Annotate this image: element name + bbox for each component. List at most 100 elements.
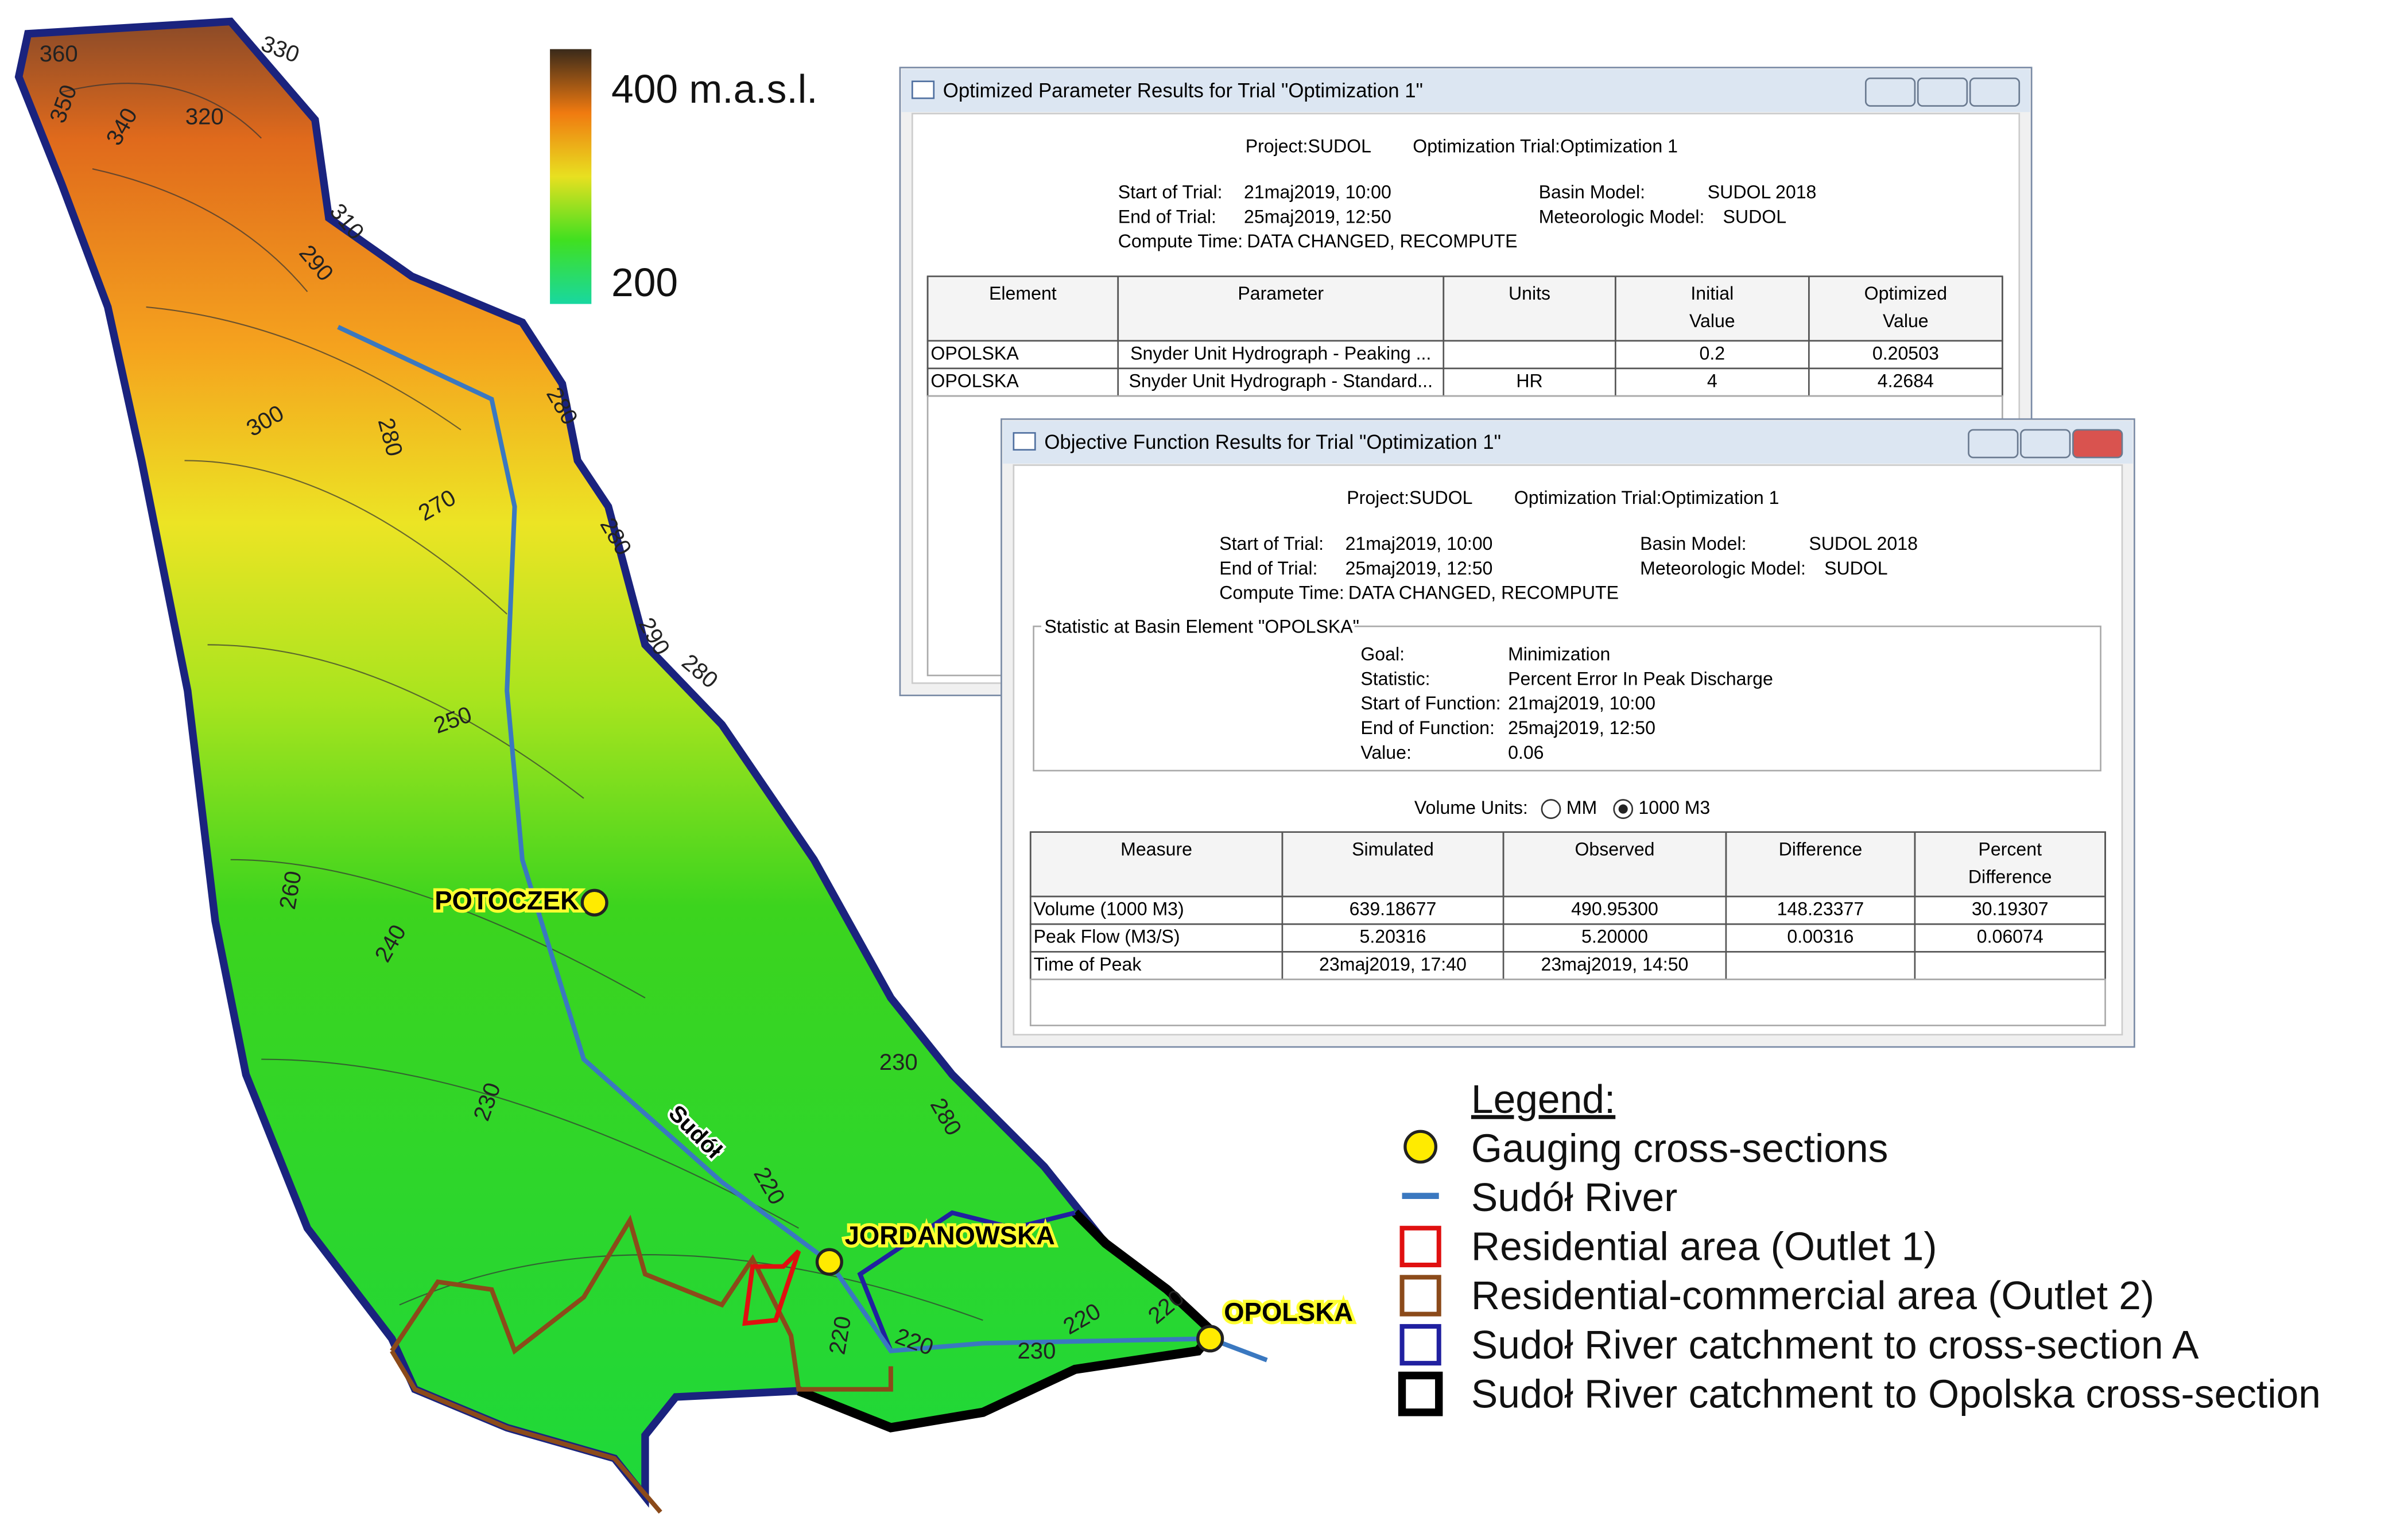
project-label: Project:SUDOL [1246, 135, 1371, 156]
info-value: 21maj2019, 10:00 [1244, 181, 1391, 202]
opolska-boundary [797, 1209, 1220, 1433]
gauging-station [580, 888, 608, 917]
info-value: SUDOL 2018 [1809, 533, 1918, 554]
info-value: 25maj2019, 12:50 [1244, 206, 1391, 227]
table-header: Value [1689, 311, 1735, 331]
stat-label: Goal: [1360, 644, 1405, 665]
catchment-a [857, 1210, 1076, 1352]
info-value: DATA CHANGED, RECOMPUTE [1247, 231, 1517, 251]
table-cell: Peak Flow (M3/S) [1034, 926, 1180, 947]
info-label: Basin Model: [1640, 533, 1746, 554]
table-row [1029, 895, 2106, 925]
volume-units-label: Volume Units: [1414, 797, 1528, 818]
legend-title: Legend: [1471, 1077, 1615, 1121]
contour-label: 360 [40, 41, 78, 67]
radio-label[interactable]: MM [1566, 797, 1597, 818]
residential-commercial-area [390, 1214, 893, 1514]
table-header: Observed [1575, 839, 1654, 859]
colorbar-top-label: 400 m.a.s.l. [611, 67, 817, 111]
table-cell: HR [1516, 370, 1542, 391]
station-label: POTOCZEK [435, 886, 579, 915]
table-row [1029, 923, 2106, 953]
gauging-station [1196, 1325, 1224, 1353]
maximize-button[interactable] [2020, 429, 2071, 459]
table-header: Percent [1978, 839, 2042, 859]
table-cell: OPOLSKA [930, 343, 1019, 363]
radio-button[interactable] [1541, 799, 1561, 819]
table-cell: Volume (1000 M3) [1034, 899, 1184, 919]
table-header: Optimized [1864, 283, 1947, 304]
group-title: Statistic at Basin Element "OPOLSKA" [1044, 616, 1359, 637]
station-label: OPOLSKA [1224, 1298, 1353, 1327]
stat-value: 0.06 [1508, 742, 1544, 763]
colorbar-bottom-label: 200 [611, 260, 678, 305]
info-label: Compute Time: [1219, 583, 1344, 603]
table-row [926, 340, 2003, 370]
trial-label: Optimization Trial:Optimization 1 [1514, 487, 1779, 508]
table-cell: 4.2684 [1878, 370, 1934, 391]
table-header: Units [1509, 283, 1550, 304]
stat-label: Start of Function: [1360, 693, 1500, 713]
legend-item: Sudół River [1471, 1175, 1677, 1220]
info-label: Basin Model: [1539, 181, 1645, 202]
info-value: 25maj2019, 12:50 [1345, 558, 1493, 579]
table-cell: Snyder Unit Hydrograph - Standard... [1129, 370, 1433, 391]
project-label: Project:SUDOL [1347, 487, 1472, 508]
radio-label[interactable]: 1000 M3 [1638, 797, 1710, 818]
legend-item: Sudoł River catchment to cross-section A [1471, 1322, 2199, 1367]
close-button[interactable] [1969, 77, 2021, 107]
table-cell: Snyder Unit Hydrograph - Peaking ... [1130, 343, 1431, 363]
contour-label: 320 [185, 104, 224, 130]
info-label: Compute Time: [1118, 231, 1243, 251]
legend-item: Gauging cross-sections [1471, 1126, 1889, 1170]
table-cell: 639.18677 [1350, 899, 1437, 919]
info-value: SUDOL [1723, 206, 1787, 227]
minimize-button[interactable] [1968, 429, 2019, 459]
colorbar [550, 49, 592, 304]
close-button[interactable] [2072, 429, 2123, 459]
legend-icon-catchment-opolska [1398, 1371, 1443, 1417]
legend-icon-catchment-a [1399, 1324, 1441, 1366]
table-header: Difference [1779, 839, 1863, 859]
table-header: Element [989, 283, 1057, 304]
legend-item: Residential area (Outlet 1) [1471, 1224, 1937, 1269]
window-title: Optimized Parameter Results for Trial "O… [943, 80, 1423, 102]
info-value: 21maj2019, 10:00 [1345, 533, 1493, 554]
title-bar [1003, 420, 2133, 464]
table-row [926, 367, 2003, 397]
legend-icon-residential [1399, 1225, 1441, 1267]
stat-label: Statistic: [1360, 668, 1430, 689]
info-label: End of Trial: [1118, 206, 1216, 227]
table-header: Measure [1120, 839, 1192, 859]
contour-label: 230 [1017, 1338, 1056, 1364]
window-icon [1013, 432, 1036, 451]
table-cell: 4 [1707, 370, 1717, 391]
stat-value: 25maj2019, 12:50 [1508, 717, 1655, 738]
legend-item: Residential-commercial area (Outlet 2) [1471, 1273, 2154, 1318]
table-cell: 5.20000 [1581, 926, 1648, 947]
legend-icon-gauge [1403, 1130, 1438, 1164]
info-value: SUDOL [1824, 558, 1888, 579]
contours [61, 83, 983, 1321]
group-title-bg [1041, 618, 1355, 637]
table-header: Initial [1690, 283, 1734, 304]
table-cell: 23maj2019, 14:50 [1541, 954, 1689, 975]
river [337, 325, 1268, 1363]
table-header-bg [926, 275, 2003, 342]
info-label: Start of Trial: [1219, 533, 1324, 554]
table-header: Simulated [1352, 839, 1434, 859]
maximize-button[interactable] [1917, 77, 1968, 107]
table-cell: OPOLSKA [930, 370, 1019, 391]
stat-label: End of Function: [1360, 717, 1495, 738]
minimize-button[interactable] [1864, 77, 1916, 107]
table-header: Parameter [1238, 283, 1324, 304]
group-box [1033, 625, 2101, 772]
contour-label: 230 [879, 1049, 918, 1075]
stat-value: Percent Error In Peak Discharge [1508, 668, 1773, 689]
table-footer [1029, 979, 2106, 1027]
table-header-bg [1029, 831, 2106, 898]
title-bar [901, 69, 2030, 112]
stat-value: Minimization [1508, 644, 1610, 665]
